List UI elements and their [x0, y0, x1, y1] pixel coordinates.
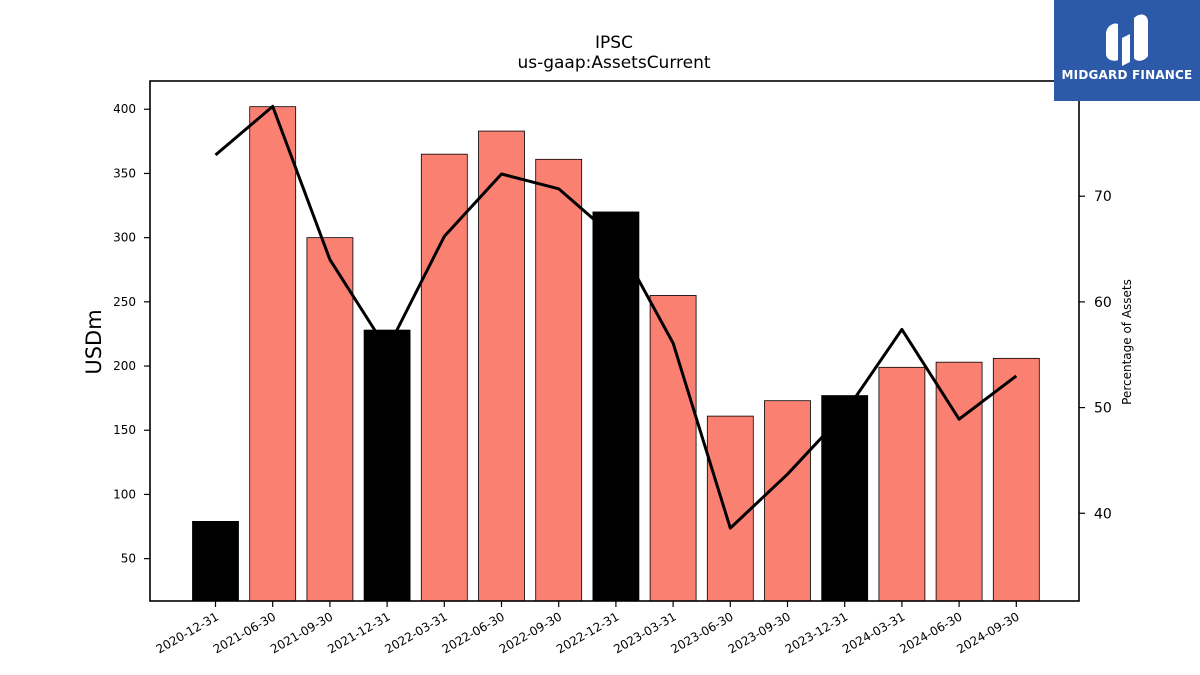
bar-2021-06-30: [249, 106, 297, 602]
y-axis-label-right: Percentage of Assets: [1120, 279, 1134, 405]
y-tick-label-left: 350: [113, 166, 136, 180]
bar-2023-09-30: [764, 400, 811, 602]
x-tick-label: 2022-12-31: [554, 609, 621, 656]
y-tick-label-left: 50: [121, 552, 136, 566]
bar-2021-12-31: [363, 329, 411, 602]
bar-series: [192, 106, 1040, 602]
x-tick-label: 2024-09-30: [954, 609, 1021, 656]
percentage-line-series: [214, 104, 1018, 530]
y-tick-label-right: 70: [1094, 189, 1112, 205]
y-tick-label-left: 300: [113, 231, 136, 245]
x-tick-label: 2023-09-30: [726, 609, 793, 656]
bar-2021-09-30: [306, 237, 354, 602]
bar-2024-06-30: [935, 361, 983, 602]
y-tick-label-left: 100: [113, 487, 136, 501]
x-tick-label: 2021-06-30: [211, 609, 278, 656]
x-tick-label: 2024-03-31: [840, 609, 907, 656]
bar-2024-09-30: [992, 357, 1040, 602]
brand-name: MIDGARD FINANCE: [1061, 68, 1193, 82]
midgard-mark-icon: [1106, 14, 1148, 66]
percentage-line: [214, 104, 1018, 530]
bar-2022-12-31: [592, 211, 640, 602]
brand-logo-background: [1054, 0, 1200, 101]
y-tick-label-left: 150: [113, 423, 136, 437]
bar-2023-12-31: [821, 395, 869, 602]
plot-frame: [149, 80, 1080, 602]
x-tick-label: 2022-06-30: [440, 609, 507, 656]
y-tick-label-right: 50: [1094, 401, 1112, 417]
x-tick-label: 2021-09-30: [268, 609, 335, 656]
chart-title: IPSC: [595, 33, 633, 53]
x-tick-label: 2022-03-31: [382, 609, 449, 656]
y-tick-label-left: 200: [113, 359, 136, 373]
bar-2022-03-31: [420, 153, 468, 602]
y-axis-left: 50 100 150 200 250 300 350 400: [113, 102, 150, 566]
chart-subtitle: us-gaap:AssetsCurrent: [517, 53, 710, 73]
y-tick-label-left: 250: [113, 295, 136, 309]
brand-logo: MIDGARD FINANCE: [1054, 0, 1200, 101]
y-tick-label-right: 40: [1094, 506, 1112, 522]
y-axis-right: 40 50 60 70: [1079, 189, 1112, 522]
x-tick-label: 2024-06-30: [897, 609, 964, 656]
x-tick-label: 2023-06-30: [668, 609, 735, 656]
x-tick-label: 2022-09-30: [497, 609, 564, 656]
x-tick-label: 2023-12-31: [783, 609, 850, 656]
bar-2020-12-31: [192, 520, 239, 602]
x-tick-label: 2021-12-31: [325, 609, 392, 656]
y-tick-label-left: 400: [113, 102, 136, 116]
bar-2022-09-30: [535, 158, 583, 602]
x-axis: 2020-12-312021-06-302021-09-302021-12-31…: [154, 601, 1022, 656]
y-axis-label-left: USDm: [82, 309, 106, 374]
bar-2022-06-30: [478, 130, 525, 602]
bar-2023-06-30: [706, 415, 754, 602]
bar-2024-03-31: [878, 366, 926, 602]
y-tick-label-right: 60: [1094, 295, 1112, 311]
x-tick-label: 2023-03-31: [611, 609, 678, 656]
x-tick-label: 2020-12-31: [154, 609, 221, 656]
